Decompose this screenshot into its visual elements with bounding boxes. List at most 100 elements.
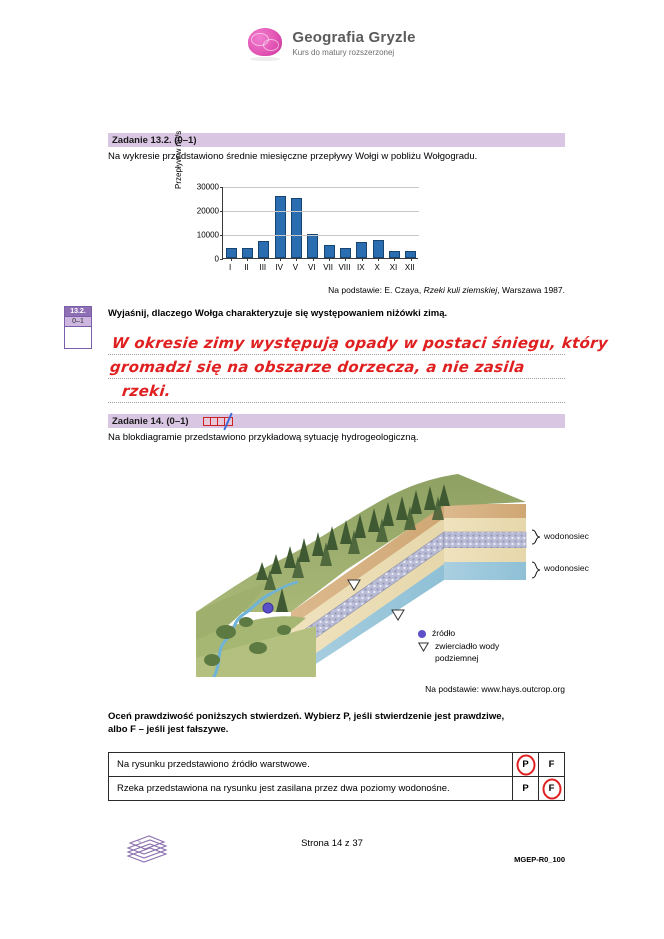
- chart-source-prefix: Na podstawie: E. Czaya,: [328, 285, 424, 295]
- chart-y-tick: 20000: [196, 206, 219, 216]
- aquifer-label-upper: wodonosiec: [544, 531, 589, 541]
- chart-bar: [405, 251, 417, 258]
- chart-x-tick-label: VIII: [338, 263, 351, 272]
- task-14-intro: Na blokdiagramie przedstawiono przykłado…: [108, 432, 419, 443]
- chart-y-axis-label: Przepływ w m³/s: [174, 130, 183, 189]
- brand-subtitle: Kurs do matury rozszerzonej: [292, 48, 395, 58]
- page-footer: ✎ Strona 14 z 37 MGEP-R0_100: [0, 818, 664, 878]
- chart-bar-cell: [223, 186, 239, 261]
- handwritten-answer-area[interactable]: W okresie zimy występują opady w postaci…: [108, 332, 609, 406]
- option-false-row-1[interactable]: F: [538, 752, 565, 777]
- chart-x-tick-labels: I II III IV V VI VII VIII IX X XI XII: [222, 263, 418, 272]
- task-13-2-prompt: Wyjaśnij, dlaczego Wołga charakteryzuje …: [108, 308, 448, 319]
- chart-y-tick-mark: [220, 211, 223, 212]
- chart-x-tick-mark: [280, 258, 282, 261]
- chart-x-tick-mark: [378, 258, 380, 261]
- table-row: Na rysunku przedstawiono źródło warstwow…: [108, 752, 565, 777]
- chart-bar-cell: [403, 186, 419, 261]
- option-false-label-1: F: [548, 759, 555, 770]
- chart-x-tick-mark: [231, 258, 233, 261]
- chart-bar-cell: [386, 186, 402, 261]
- chart-x-tick-mark: [361, 258, 363, 261]
- chart-bar: [241, 247, 253, 258]
- answer-rule-line: [108, 354, 565, 355]
- chart-x-tick-label: V: [292, 263, 299, 272]
- chart-bar: [258, 241, 270, 258]
- true-false-table: Na rysunku przedstawiono źródło warstwow…: [108, 752, 565, 801]
- chart-y-tick: 10000: [196, 230, 219, 240]
- chart-x-tick-mark: [247, 258, 249, 261]
- chart-x-tick-label: VII: [323, 263, 334, 272]
- aquifer-label-lower: wodonosiec: [544, 563, 589, 573]
- chart-x-tick-label: IV: [275, 263, 283, 272]
- table-row: Rzeka przedstawiona na rysunku jest zasi…: [108, 776, 565, 801]
- diagram-legend: źródło zwierciadło wody podziemnej: [417, 628, 531, 666]
- spring-dot-icon: [418, 630, 426, 638]
- chart-gridline: [223, 235, 419, 236]
- selection-circle-icon: [516, 754, 535, 775]
- option-true-label-2: P: [522, 783, 529, 794]
- svg-text:✎: ✎: [137, 839, 143, 846]
- chart-x-tick-mark: [345, 258, 347, 261]
- answer-rule-line: [108, 402, 565, 403]
- chart-gridline: [223, 187, 419, 188]
- chart-source-suffix: , Warszawa 1987.: [497, 285, 565, 295]
- chart-x-tick-label: II: [244, 263, 249, 272]
- chart-bar: [225, 248, 237, 258]
- option-true-row-1[interactable]: P: [512, 752, 539, 777]
- chart-x-tick-mark: [312, 258, 314, 261]
- chart-x-tick-label: IX: [357, 263, 365, 272]
- chart-x-tick-mark: [296, 258, 298, 261]
- grader-stamp-icon: [202, 411, 237, 431]
- chart-x-tick-label: X: [374, 263, 380, 272]
- chart-gridline: [223, 211, 419, 212]
- statement-cell-1: Na rysunku przedstawiono źródło warstwow…: [108, 752, 513, 777]
- chart-x-tick-label: XI: [389, 263, 398, 272]
- chart-bar-cell: [370, 186, 386, 261]
- handwriting-line-1: W okresie zimy występują opady w postaci…: [111, 334, 609, 352]
- chart-source-italic: Rzeki kuli ziemskiej: [423, 285, 498, 295]
- task-14-title: Zadanie 14. (0–1): [112, 415, 189, 427]
- chart-x-tick-label: VI: [308, 263, 316, 272]
- chart-bar: [372, 240, 384, 258]
- chart-bar-cell: [288, 186, 304, 261]
- task-13-2-title: Zadanie 13.2. (0–1): [112, 134, 197, 146]
- selection-circle-icon: [542, 778, 561, 799]
- answer-rule-line: [108, 378, 565, 379]
- chart-bar-cell: [337, 186, 353, 261]
- chart-bar: [307, 234, 319, 258]
- statement-cell-2: Rzeka przedstawiona na rysunku jest zasi…: [108, 776, 513, 801]
- chart-bar: [274, 195, 286, 258]
- handwriting-line-2: gromadzi się na obszarze dorzecza, a nie…: [109, 358, 526, 376]
- chart-x-tick-label: I: [229, 263, 232, 272]
- scorebox-13-2: 13.2. 0–1: [64, 306, 92, 349]
- spring-dot-icon: [262, 602, 274, 614]
- chart-bar: [339, 248, 351, 258]
- option-true-row-2[interactable]: P: [512, 776, 539, 801]
- chart-bar-cell: [272, 186, 288, 261]
- legend-item-water-table: zwierciadło wody podziemnej: [417, 641, 531, 664]
- chart-x-tick-mark: [263, 258, 265, 261]
- brain-icon: [248, 28, 283, 61]
- chart-bars: [223, 186, 419, 261]
- chart-y-tick-mark: [220, 259, 223, 260]
- brand-text: Geografia Gryzle Kurs do matury rozszerz…: [292, 29, 415, 57]
- chart-y-tick-mark: [220, 187, 223, 188]
- sheet-code: MGEP-R0_100: [514, 855, 565, 864]
- handwriting-line-3: rzeki.: [121, 382, 172, 400]
- chart-x-tick-mark: [329, 258, 331, 261]
- task-14-instruction: Oceń prawdziwość poniższych stwierdzeń. …: [108, 710, 565, 737]
- hydrogeology-block-diagram: wodonosiec wodonosiec: [196, 462, 589, 677]
- chart-bar: [290, 198, 302, 258]
- diagram-source: Na podstawie: www.hays.outcrop.org: [425, 684, 565, 694]
- chart-bar: [356, 241, 368, 258]
- chart-bar: [323, 244, 335, 258]
- task-13-2-header: Zadanie 13.2. (0–1): [108, 133, 565, 147]
- chart-source: Na podstawie: E. Czaya, Rzeki kuli ziems…: [176, 285, 565, 295]
- scorebox-awarded-points[interactable]: [65, 326, 91, 348]
- option-false-row-2[interactable]: F: [538, 776, 565, 801]
- task-14-header: Zadanie 14. (0–1): [108, 411, 565, 431]
- task-14-instruction-line1: Oceń prawdziwość poniższych stwierdzeń. …: [108, 711, 505, 722]
- scorebox-point-range: 0–1: [65, 316, 91, 326]
